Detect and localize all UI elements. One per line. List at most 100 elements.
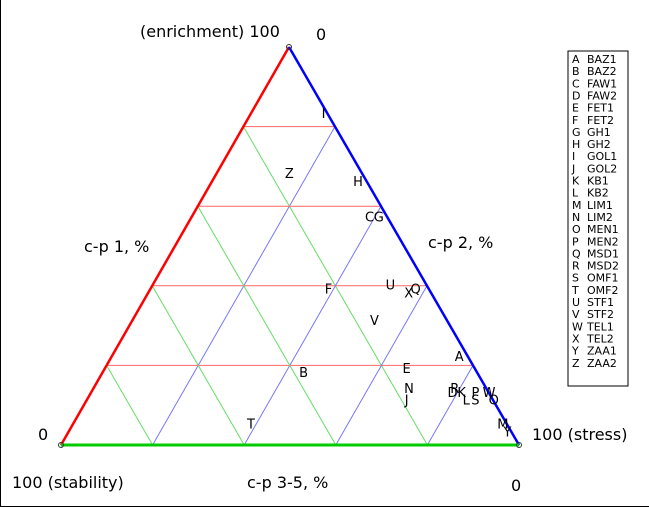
stress-zero-label: 0	[511, 476, 521, 495]
vertex-marker	[516, 442, 522, 448]
legend-code: V	[572, 308, 580, 321]
data-points: A B C D E F G H I J KL M N OP Q RS T U V W X Y Z	[246, 107, 511, 440]
point-x: X	[404, 286, 413, 301]
point-s: S	[471, 394, 479, 409]
point-w: W	[483, 386, 496, 401]
legend-name: FAW2	[587, 89, 617, 102]
legend-name: GH2	[587, 138, 611, 151]
legend-code: J	[571, 162, 575, 175]
legend-code: X	[572, 332, 580, 345]
legend-name: TEL2	[586, 332, 614, 345]
legend-code: M	[572, 199, 582, 212]
point-g: G	[374, 211, 384, 226]
point-n: N	[404, 382, 414, 397]
legend-name: MEN2	[587, 235, 619, 248]
point-l: L	[463, 394, 471, 409]
legend-code: B	[572, 65, 580, 78]
legend-code: R	[572, 260, 580, 273]
point-t: T	[246, 418, 255, 433]
legend-name: FET2	[587, 114, 614, 127]
legend-code: H	[572, 138, 580, 151]
legend-code: Q	[572, 247, 581, 260]
legend-code: G	[572, 126, 581, 139]
vertex-marker	[286, 44, 292, 50]
legend-name: BAZ2	[587, 65, 617, 78]
grid-line-stability	[106, 365, 154, 446]
legend-code: W	[572, 320, 583, 333]
point-k: K	[457, 386, 466, 401]
point-e: E	[402, 362, 410, 377]
legend-name: FET1	[587, 102, 614, 115]
enrichment-axis-label: (enrichment) 100	[140, 22, 280, 41]
legend-name: ZAA2	[587, 357, 617, 370]
legend-name: GH1	[587, 126, 611, 139]
legend-name: STF2	[587, 308, 614, 321]
legend-code: U	[572, 296, 580, 309]
ternary-grid	[106, 126, 474, 446]
legend-name: KB1	[587, 175, 609, 188]
legend-name: ZAA1	[587, 345, 617, 358]
legend-code: O	[572, 223, 581, 236]
legend-code: K	[572, 175, 580, 188]
legend-code: T	[571, 284, 579, 297]
legend-name: MEN1	[587, 223, 619, 236]
legend-code: Z	[572, 357, 580, 370]
point-v: V	[370, 314, 379, 329]
point-q: Q	[410, 282, 420, 297]
stability-zero-label: 0	[38, 425, 48, 444]
point-m: M	[497, 418, 508, 433]
legend-name: MSD1	[587, 247, 619, 260]
point-d: D	[447, 386, 457, 401]
left-side-label: c-p 1, %	[84, 237, 149, 256]
legend-name: FAW1	[587, 77, 617, 90]
grid-line-stability	[151, 285, 245, 446]
legend-code: Y	[571, 345, 579, 358]
grid-line-stress	[335, 285, 428, 446]
point-o: O	[489, 394, 499, 409]
grid-line-stability	[197, 205, 337, 446]
legend-name: OMF1	[587, 272, 618, 285]
legend-code: C	[572, 77, 580, 90]
point-y: Y	[503, 426, 512, 441]
point-j: J	[404, 394, 409, 409]
legend-name: GOL1	[587, 150, 617, 163]
legend-code: A	[572, 53, 580, 66]
legend-name: GOL2	[587, 162, 617, 175]
point-h: H	[353, 175, 363, 190]
point-b: B	[299, 366, 308, 381]
legend-code: E	[572, 102, 579, 115]
legend-code: L	[572, 187, 579, 200]
point-a: A	[455, 350, 464, 365]
point-z: Z	[285, 167, 294, 182]
edge-left	[59, 46, 291, 446]
legend-code: P	[572, 235, 579, 248]
legend-code: I	[572, 150, 575, 163]
enrichment-zero-label: 0	[316, 25, 326, 44]
point-u: U	[386, 278, 396, 293]
legend-code: N	[572, 211, 580, 224]
bottom-side-label: c-p 3-5, %	[247, 473, 328, 492]
legend: A BAZ1 B BAZ2 C FAW1 D FAW2 E FET1 F FET2 G GH1 H GH2 I G…	[567, 50, 629, 387]
triangle-edges	[58, 44, 522, 448]
edge-right	[287, 46, 521, 446]
legend-code: S	[572, 272, 579, 285]
stress-axis-label: 100 (stress)	[532, 425, 627, 444]
point-c: C	[365, 211, 374, 226]
legend-name: KB2	[587, 187, 609, 200]
legend-box	[567, 50, 629, 387]
grid-line-stress	[426, 365, 474, 446]
point-i: I	[322, 107, 326, 122]
stability-axis-label: 100 (stability)	[12, 473, 124, 492]
legend-code: D	[572, 89, 580, 102]
legend-name: STF1	[587, 296, 614, 309]
legend-name: MSD2	[587, 260, 619, 273]
right-side-label: c-p 2, %	[428, 233, 493, 252]
legend-name: OMF2	[587, 284, 618, 297]
legend-name: LIM1	[587, 199, 613, 212]
point-f: F	[325, 282, 332, 297]
point-p: P	[471, 386, 479, 401]
legend-name: BAZ1	[587, 53, 617, 66]
legend-code: F	[572, 114, 578, 127]
legend-name: LIM2	[587, 211, 613, 224]
